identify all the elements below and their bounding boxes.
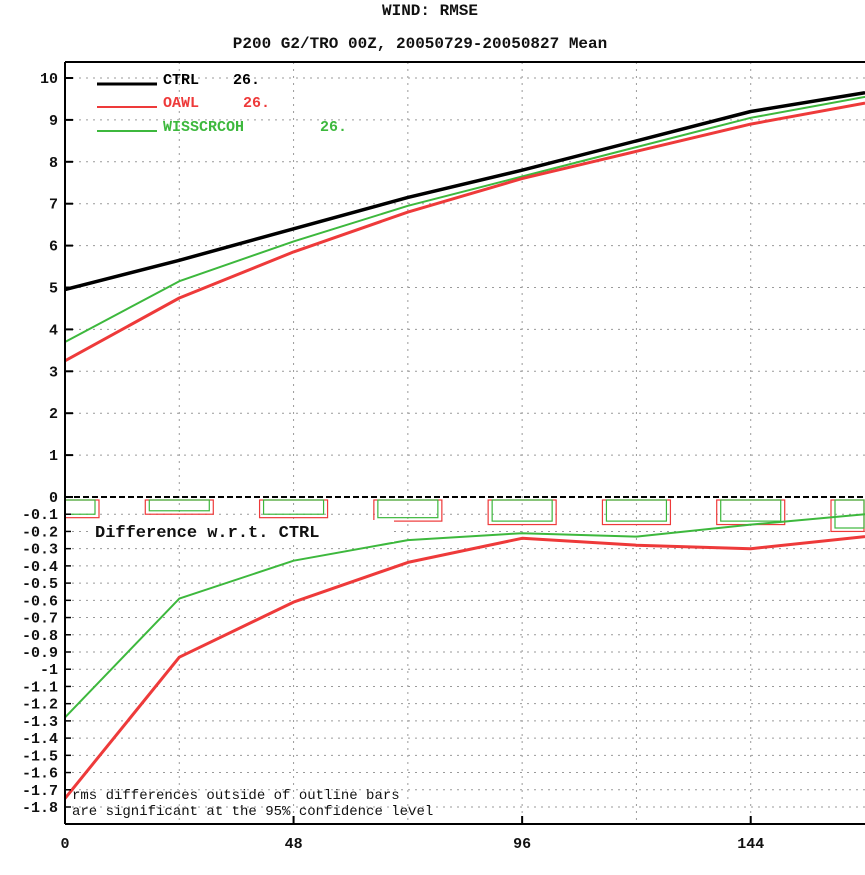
bottom-y-tick-label-4: -0.4	[22, 559, 58, 576]
bottom-series-point-oawl-2	[292, 601, 295, 603]
top-series-point-ctrl-6	[749, 110, 752, 113]
top-series-point-wisscrcoh-5	[635, 146, 638, 148]
top-series-line-wisscrcoh	[64, 95, 865, 343]
bottom-series-point-oawl-4	[521, 537, 523, 540]
legend-value-oawl: 26.	[243, 95, 270, 112]
significance-bar-green-0	[64, 499, 96, 515]
top-y-ticks: 0 1 2 3 4 5 6 7 8 9 10	[40, 71, 73, 507]
chart-subtitle: P200 G2/TRO 00Z, 20050729-20050827 Mean	[233, 35, 607, 53]
top-y-tick-label-0: 0	[49, 490, 58, 507]
bottom-panel-lines	[63, 513, 865, 800]
bottom-series-point-oawl-5	[635, 544, 638, 547]
top-series-point-oawl-6	[749, 123, 752, 125]
legend: CTRL 26. OAWL 26. WISSCRCOH 26.	[97, 72, 347, 136]
significance-bar-red-2	[258, 499, 329, 519]
bottom-panel-grid	[65, 513, 865, 808]
bottom-y-tick-label-18: -1.8	[22, 800, 58, 817]
bottom-series-point-wisscrcoh-6	[749, 523, 752, 526]
bottom-y-ticks: -0.1-0.2-0.3-0.4-0.5-0.6-0.7-0.8-0.9-1-1…	[22, 507, 71, 817]
top-y-tick-label-3: 3	[49, 364, 58, 381]
bottom-series-point-oawl-6	[749, 547, 752, 550]
bottom-y-tick-label-9: -0.9	[22, 645, 58, 662]
top-series-point-oawl-4	[521, 177, 523, 180]
difference-label: Difference w.r.t. CTRL	[95, 524, 319, 543]
top-series-point-wisscrcoh-2	[292, 240, 295, 243]
top-y-tick-label-8: 8	[49, 155, 58, 172]
top-y-tick-label-4: 4	[49, 322, 58, 339]
top-series-point-wisscrcoh-3	[407, 204, 409, 207]
top-y-tick-label-5: 5	[49, 281, 58, 298]
bottom-series-point-oawl-1	[178, 656, 181, 658]
top-panel-lines	[64, 90, 865, 363]
legend-value-wisscrcoh: 26.	[320, 119, 347, 136]
bottom-series-point-oawl-3	[407, 561, 409, 564]
bottom-y-tick-label-14: -1.4	[22, 731, 58, 748]
bottom-series-point-wisscrcoh-4	[521, 532, 523, 534]
bottom-series-point-wisscrcoh-1	[178, 597, 181, 600]
bottom-y-tick-label-11: -1.1	[22, 679, 58, 696]
significance-bar-green-5	[605, 499, 668, 522]
x-tick-label-1: 48	[285, 836, 303, 853]
bottom-y-tick-label-8: -0.8	[22, 628, 58, 645]
legend-label-oawl: OAWL	[163, 95, 199, 112]
top-series-point-oawl-1	[178, 297, 181, 299]
top-series-point-ctrl-2	[292, 228, 295, 230]
top-series-point-oawl-5	[635, 150, 638, 153]
bottom-y-tick-label-17: -1.7	[22, 783, 58, 800]
significance-bar-red-0	[64, 499, 100, 519]
significance-bar-green-2	[262, 499, 325, 515]
x-tick-label-2: 96	[513, 836, 531, 853]
bottom-series-point-wisscrcoh-5	[635, 535, 638, 538]
top-y-tick-label-9: 9	[49, 113, 58, 130]
x-tick-label-0: 0	[60, 836, 69, 853]
bottom-series-point-wisscrcoh-2	[292, 559, 295, 562]
top-y-tick-label-1: 1	[49, 448, 58, 465]
bottom-y-tick-label-13: -1.3	[22, 714, 58, 731]
top-y-tick-label-6: 6	[49, 239, 58, 256]
top-y-tick-label-7: 7	[49, 197, 58, 214]
bottom-y-tick-label-5: -0.5	[22, 576, 58, 593]
legend-value-ctrl: 26.	[233, 72, 260, 89]
top-panel-grid	[65, 62, 865, 824]
bottom-series-line-wisscrcoh	[64, 513, 865, 719]
bottom-y-tick-label-12: -1.2	[22, 697, 58, 714]
difference-label-bg	[92, 520, 394, 542]
x-tick-label-3: 144	[737, 836, 764, 853]
bottom-y-tick-label-6: -0.6	[22, 593, 58, 610]
top-series-line-oawl	[64, 101, 865, 363]
bottom-y-tick-label-16: -1.6	[22, 766, 58, 783]
top-series-point-ctrl-1	[178, 259, 181, 262]
top-series-point-oawl-3	[407, 211, 409, 213]
significance-bar-green-3	[377, 499, 439, 519]
significance-bar-red-1	[144, 499, 214, 515]
bottom-series-line-oawl	[63, 535, 865, 800]
top-y-tick-label-10: 10	[40, 71, 58, 88]
top-series-point-ctrl-3	[407, 196, 409, 199]
x-ticks: 0 48 96 144	[60, 816, 764, 853]
bottom-y-tick-label-2: -0.2	[22, 524, 58, 541]
top-series-point-oawl-2	[292, 251, 295, 253]
significance-bar-green-6	[720, 499, 782, 522]
bottom-y-tick-label-3: -0.3	[22, 542, 58, 559]
legend-label-ctrl: CTRL	[163, 72, 199, 89]
top-series-point-wisscrcoh-6	[749, 117, 752, 119]
bottom-y-tick-label-1: -0.1	[22, 507, 58, 524]
bottom-y-tick-label-10: -1	[40, 662, 58, 679]
top-series-point-ctrl-5	[635, 140, 638, 142]
bottom-y-tick-label-15: -1.5	[22, 748, 58, 765]
bottom-y-tick-label-7: -0.7	[22, 611, 58, 628]
top-series-line-ctrl	[64, 90, 865, 292]
significance-note-line-2: are significant at the 95% confidence le…	[72, 804, 433, 820]
legend-label-wisscrcoh: WISSCRCOH	[163, 119, 244, 136]
bottom-series-point-wisscrcoh-3	[407, 539, 409, 541]
top-series-point-wisscrcoh-1	[178, 280, 181, 283]
top-y-tick-label-2: 2	[49, 406, 58, 423]
significance-note-line-1: rms differences outside of outline bars	[72, 788, 400, 804]
significance-bar-green-4	[491, 499, 553, 522]
chart-title: WIND: RMSE	[382, 2, 478, 20]
top-series-point-ctrl-4	[521, 169, 523, 171]
significance-bar-green-1	[148, 499, 210, 512]
top-series-point-wisscrcoh-4	[521, 175, 523, 178]
